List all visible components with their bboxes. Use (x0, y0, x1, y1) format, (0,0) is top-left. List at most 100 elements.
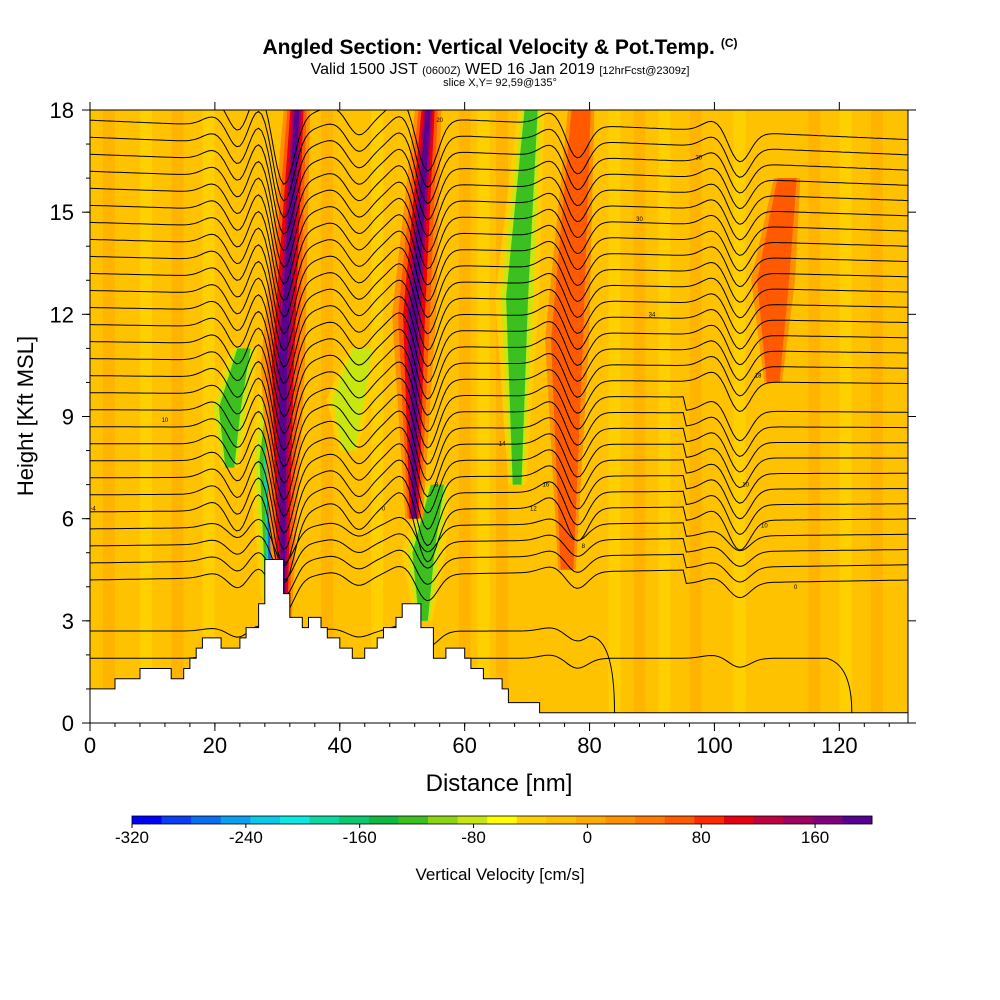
isentrope-line (90, 459, 908, 551)
colorbar-swatch (428, 816, 459, 824)
isentrope-line (90, 110, 908, 202)
isentrope-labels: -4 0 8 8 12 16 14 10 20 30 30 34 18 10 10 0 (90, 118, 797, 591)
weak-motion-streak (371, 110, 384, 723)
isentrope-line (90, 475, 908, 567)
isentrope-label: 0 (382, 506, 386, 512)
colorbar-swatch (220, 816, 251, 824)
isentrope-label: 10 (761, 523, 768, 529)
isentrope-line (90, 244, 908, 335)
isentrope-label: 34 (649, 312, 656, 318)
colorbar-swatch (694, 816, 725, 824)
y-tick-label: 15 (50, 200, 74, 225)
colorbar-swatch (783, 816, 814, 824)
colorbar-swatch (753, 816, 784, 824)
isentrope-line (90, 277, 908, 368)
colorbar-swatch (398, 816, 429, 824)
downdraft-band (506, 110, 538, 485)
downdraft-band (218, 348, 251, 468)
updraft-band (757, 178, 797, 383)
colorbar-swatch (309, 816, 340, 824)
isentrope-line (90, 360, 908, 451)
x-tick-label: 20 (203, 733, 227, 758)
colorbar-swatch (605, 816, 636, 824)
weak-motion-streak (733, 110, 746, 723)
weak-motion-streak (633, 110, 646, 723)
weak-motion-streak (321, 110, 334, 723)
isentrope-label: 30 (695, 156, 702, 162)
y-tick-label: 3 (62, 609, 74, 634)
isentrope-line (90, 210, 908, 302)
isentrope-line (90, 260, 908, 351)
isentrope-line (90, 160, 908, 252)
x-axis-label: Distance [nm] (426, 770, 573, 797)
isentrope-label: 8 (435, 483, 439, 489)
weak-motion-streak (202, 110, 215, 723)
isentrope-label: 30 (636, 217, 643, 223)
y-axis-label: Height [Kft MSL] (13, 336, 38, 496)
isentrope-line (90, 443, 908, 534)
colorbar-label: Vertical Velocity [cm/s] (415, 865, 584, 884)
downdraft-band (332, 348, 373, 451)
chart-title: Angled Section: Vertical Velocity & Pot.… (262, 36, 738, 59)
isentrope-line (90, 492, 908, 584)
colorbar-swatch (842, 816, 873, 824)
colorbar-swatch (812, 816, 843, 824)
colorbar-swatch (161, 816, 192, 824)
weak-motion-streak (689, 110, 702, 723)
colorbar-tick-label: -240 (229, 828, 263, 847)
isentrope-label: 0 (794, 585, 798, 591)
weak-motion-streak (870, 110, 883, 723)
isentrope-contours (90, 110, 908, 713)
y-tick-label: 12 (50, 302, 74, 327)
isentrope-line (90, 516, 908, 564)
x-tick-label: 60 (452, 733, 476, 758)
isentrope-line (90, 549, 908, 597)
isentrope-line (90, 565, 908, 614)
weak-motion-streak (140, 110, 153, 723)
isentrope-line (90, 310, 908, 401)
updraft-band (278, 110, 300, 621)
colorbar-swatch (339, 816, 370, 824)
colorbar-tick-label: 0 (583, 828, 592, 847)
isentrope-label: -4 (90, 506, 96, 512)
x-tick-label: 100 (696, 733, 733, 758)
colorbar-tick-label: -320 (115, 828, 149, 847)
colorbar-swatch (487, 816, 518, 824)
isentrope-line (90, 344, 908, 435)
slice-label: slice X,Y= 92,59@135° (443, 77, 557, 89)
valid-prefix: Valid 1500 JST (310, 61, 418, 78)
colorbar-swatch (132, 816, 163, 824)
weak-motion-streak (477, 110, 490, 723)
isentrope-line (90, 294, 908, 385)
y-tick-label: 0 (62, 711, 74, 736)
isentrope-line (90, 144, 908, 235)
weak-motion-streak (102, 110, 115, 723)
colorbar-tick-label: -160 (343, 828, 377, 847)
terrain-profile (90, 559, 908, 723)
y-tick-label: 18 (50, 98, 74, 123)
isentrope-label: 18 (755, 374, 762, 380)
colorbar-swatch (280, 816, 311, 824)
colorbar-swatch (516, 816, 547, 824)
isentrope-line (90, 394, 908, 484)
colorbar: -320 -240 -160 -80 0 80 160 (115, 815, 873, 847)
x-tick-label: 120 (821, 733, 858, 758)
valid-utc: (0600Z) (422, 65, 461, 77)
updraft-band (410, 110, 431, 519)
isentrope-label: 16 (542, 483, 549, 489)
terrain-mask (90, 559, 908, 723)
weak-motion-streak (608, 110, 621, 723)
chart-subtitle: Valid 1500 JST (0600Z) WED 16 Jan 2019 [… (0, 61, 1000, 79)
colorbar-swatch (191, 816, 222, 824)
isentrope-line (90, 533, 908, 581)
isentrope-line (90, 327, 908, 418)
isentrope-line (90, 227, 908, 318)
isentrope-label: 8 (582, 544, 586, 550)
y-tick-label: 6 (62, 507, 74, 532)
weak-motion-streak (458, 110, 471, 723)
isentrope-label: 20 (436, 118, 443, 124)
isentrope-label: 10 (742, 483, 749, 489)
y-tick-label: 9 (62, 405, 74, 430)
